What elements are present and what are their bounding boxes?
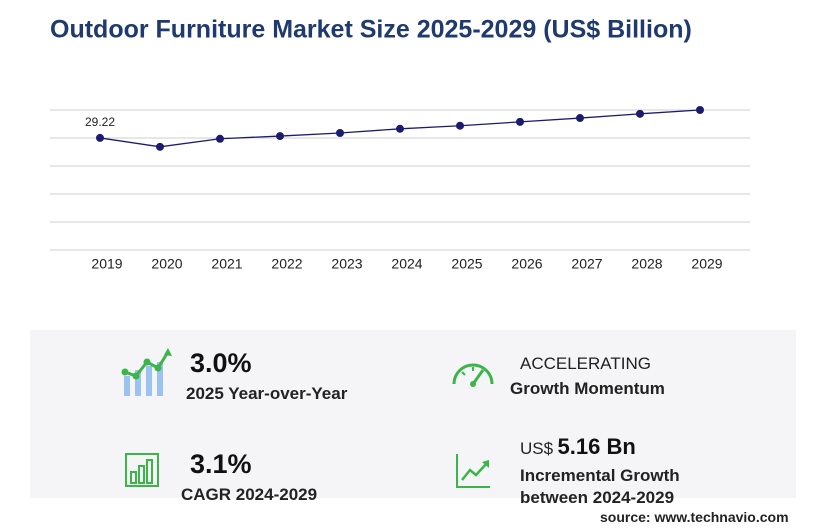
- increment-value: 5.16 Bn: [557, 434, 636, 459]
- x-tick-label: 2021: [211, 256, 242, 272]
- point: [696, 106, 704, 114]
- point: [276, 132, 284, 141]
- x-tick-label: 2026: [511, 256, 542, 272]
- point: [396, 124, 404, 133]
- source: source: www.technavio.com: [600, 509, 789, 525]
- x-tick-label: 2020: [151, 256, 182, 272]
- increment-label: Incremental Growth: [520, 466, 680, 485]
- yoy-value: 3.0%: [190, 348, 252, 378]
- point: [156, 142, 164, 151]
- point: [96, 133, 104, 142]
- cagr-icon: [125, 453, 159, 487]
- x-tick-label: 2019: [91, 256, 122, 272]
- x-tick-label: 2022: [271, 256, 302, 272]
- yoy-icon: [121, 348, 172, 396]
- chart: Outdoor Furniture Market Size 2025-2029 …: [50, 16, 750, 272]
- increment-value-row: US$ 5.16 Bn: [520, 434, 636, 460]
- data-label: 29.22: [85, 115, 115, 129]
- x-tick-label: 2024: [391, 256, 422, 272]
- x-tick-label: 2028: [631, 256, 662, 272]
- point: [336, 129, 344, 138]
- cagr-label: CAGR 2024-2029: [181, 485, 318, 504]
- cagr-value: 3.1%: [190, 449, 252, 479]
- gauge-icon: [452, 363, 494, 387]
- increment-sublabel: between 2024-2029: [520, 488, 675, 507]
- x-tick-label: 2029: [691, 256, 722, 272]
- x-tick-label: 2027: [571, 256, 602, 272]
- x-tick-label: 2023: [331, 256, 362, 272]
- increment-icon: [456, 454, 490, 488]
- chart-title: Outdoor Furniture Market Size 2025-2029 …: [50, 16, 692, 44]
- point: [216, 134, 224, 143]
- point: [516, 117, 524, 126]
- point: [576, 114, 584, 123]
- momentum-value: ACCELERATING: [520, 354, 651, 373]
- point: [456, 121, 464, 130]
- increment-unit: US$: [520, 439, 554, 458]
- x-tick-label: 2025: [451, 256, 482, 272]
- yoy-label: 2025 Year-over-Year: [186, 384, 348, 403]
- momentum-label: Growth Momentum: [510, 379, 665, 398]
- point: [636, 109, 644, 118]
